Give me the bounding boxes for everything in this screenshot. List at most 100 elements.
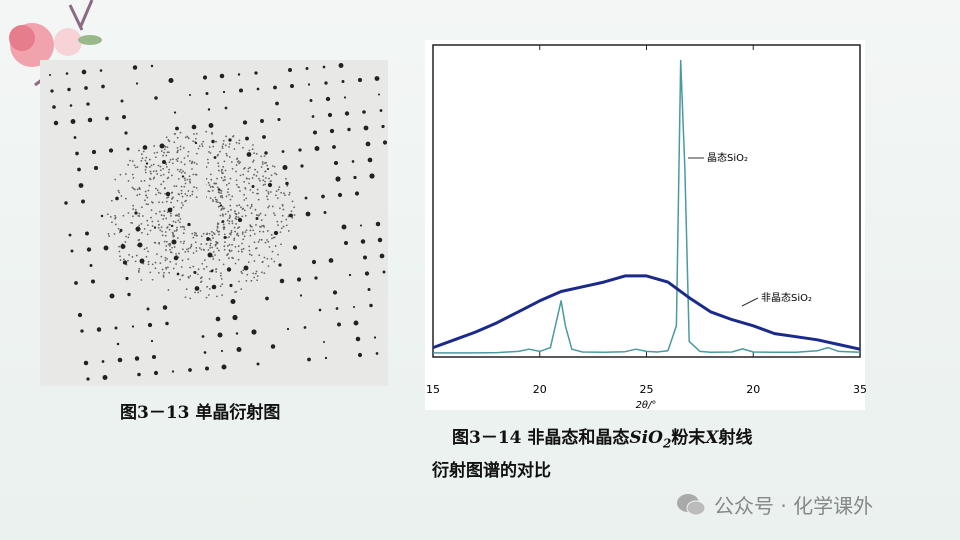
scatter-speck [228, 220, 231, 223]
scatter-speck [266, 230, 269, 232]
spot [347, 127, 351, 132]
spot [135, 82, 139, 85]
scatter-speck [118, 245, 121, 248]
scatter-speck [255, 152, 258, 155]
scatter-speck [146, 224, 149, 227]
scatter-speck [223, 176, 226, 178]
scatter-speck [216, 225, 219, 228]
spot [126, 147, 130, 151]
spot [289, 213, 293, 218]
scatter-speck [252, 191, 254, 194]
scatter-speck [160, 214, 163, 216]
scatter-speck [263, 256, 266, 259]
scatter-speck [163, 240, 166, 243]
scatter-speck [138, 215, 141, 217]
series-label: 晶态SiO₂ [707, 151, 748, 164]
scatter-speck [193, 133, 195, 135]
scatter-speck [140, 279, 143, 281]
scatter-speck [222, 223, 225, 226]
spot [288, 68, 292, 72]
scatter-speck [198, 145, 201, 147]
spot [307, 83, 311, 86]
scatter-speck [260, 155, 263, 158]
spot [137, 242, 143, 248]
spot [69, 104, 73, 107]
scatter-speck [140, 153, 143, 156]
scatter-speck [257, 198, 260, 201]
spot [120, 99, 124, 103]
scatter-speck [221, 196, 224, 199]
scatter-speck [259, 179, 261, 182]
scatter-speck [217, 222, 220, 225]
scatter-speck [164, 249, 167, 251]
scatter-speck [258, 230, 261, 233]
scatter-speck [171, 162, 174, 165]
spot [96, 327, 102, 332]
scatter-speck [120, 195, 123, 197]
scatter-speck [117, 227, 120, 230]
scatter-speck [260, 166, 263, 168]
scatter-speck [181, 195, 184, 198]
scatter-speck [231, 167, 234, 170]
scatter-speck [183, 240, 186, 243]
scatter-speck [157, 223, 160, 226]
scatter-speck [150, 209, 153, 212]
spot [145, 162, 149, 165]
scatter-speck [207, 249, 210, 251]
scatter-speck [119, 259, 122, 261]
scatter-speck [200, 243, 203, 246]
scatter-speck [174, 214, 177, 217]
scatter-speck [174, 132, 177, 135]
scatter-speck [148, 177, 151, 180]
scatter-speck [209, 246, 211, 249]
scatter-speck [247, 170, 250, 173]
spot [246, 152, 252, 157]
scatter-speck [215, 200, 218, 203]
spot [193, 271, 197, 274]
scatter-speck [247, 167, 250, 170]
scatter-speck [243, 209, 246, 212]
scatter-speck [161, 230, 163, 233]
scatter-speck [162, 173, 165, 176]
scatter-speck [235, 222, 237, 225]
scatter-speck [253, 260, 256, 262]
scatter-speck [230, 229, 233, 232]
scatter-speck [173, 230, 176, 232]
caption-text: 2 [662, 436, 672, 451]
scatter-speck [285, 177, 287, 180]
scatter-speck [221, 172, 224, 175]
scatter-speck [184, 296, 187, 299]
scatter-speck [212, 200, 215, 203]
scatter-speck [173, 246, 176, 248]
scatter-speck [202, 232, 205, 235]
scatter-speck [224, 213, 227, 215]
scatter-speck [233, 148, 236, 150]
scatter-speck [231, 243, 234, 246]
scatter-speck [183, 185, 186, 188]
scatter-speck [169, 212, 172, 215]
spot [70, 119, 76, 124]
scatter-speck [186, 194, 189, 197]
scatter-speck [225, 152, 228, 155]
scatter-speck [248, 177, 251, 180]
spot [267, 182, 273, 188]
scatter-speck [225, 184, 228, 186]
scatter-speck [152, 163, 155, 166]
scatter-speck [145, 156, 148, 159]
scatter-speck [191, 232, 194, 235]
scatter-speck [114, 216, 117, 219]
spot [168, 77, 174, 84]
scatter-speck [228, 156, 231, 158]
scatter-speck [237, 245, 240, 247]
scatter-speck [172, 206, 175, 208]
scatter-speck [237, 160, 240, 162]
scatter-speck [187, 276, 190, 278]
scatter-speck [221, 283, 224, 286]
scatter-speck [250, 203, 253, 206]
spot [362, 255, 368, 260]
scatter-speck [179, 217, 182, 220]
scatter-speck [209, 173, 212, 176]
scatter-speck [232, 134, 235, 137]
scatter-speck [110, 199, 113, 202]
scatter-speck [138, 187, 141, 190]
